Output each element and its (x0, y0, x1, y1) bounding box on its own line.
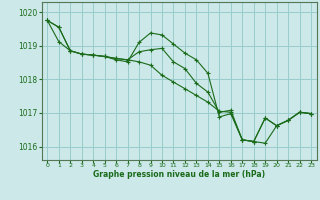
X-axis label: Graphe pression niveau de la mer (hPa): Graphe pression niveau de la mer (hPa) (93, 170, 265, 179)
